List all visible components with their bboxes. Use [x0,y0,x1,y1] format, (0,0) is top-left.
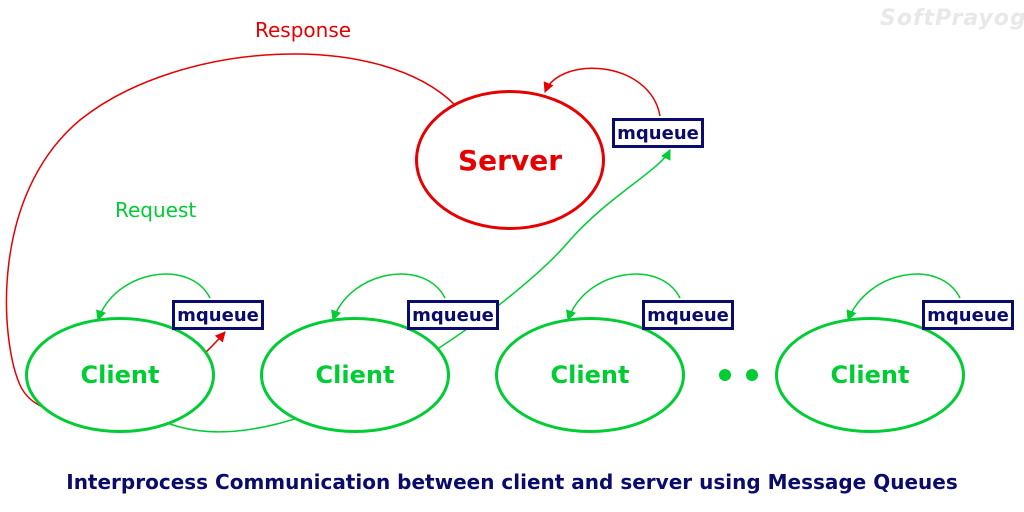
client3-mqueue: mqueue [642,300,734,330]
ellipsis-dot-2 [746,369,758,381]
request-label: Request [115,198,196,222]
server-mqueue: mqueue [612,118,704,148]
client1-mqueue: mqueue [172,300,264,330]
client4-mqueue-label: mqueue [927,305,1009,326]
client1-mqueue-label: mqueue [177,305,259,326]
client3-mqueue-label: mqueue [647,305,729,326]
client1-node: Client [25,317,215,433]
watermark: SoftPrayog [880,6,1024,31]
client3-label: Client [551,361,630,389]
client2-mqueue: mqueue [407,300,499,330]
server-node: Server [415,90,605,230]
ellipsis-dot-1 [719,369,731,381]
client3-node: Client [495,317,685,433]
client1-label: Client [81,361,160,389]
client2-label: Client [316,361,395,389]
client4-node: Client [775,317,965,433]
response-label: Response [255,18,351,42]
client2-node: Client [260,317,450,433]
client2-mqueue-label: mqueue [412,305,494,326]
diagram-caption: Interprocess Communication between clien… [0,470,1024,494]
server-mqueue-label: mqueue [617,123,699,144]
client4-label: Client [831,361,910,389]
edge-layer [0,0,1024,512]
client4-mqueue: mqueue [922,300,1014,330]
server-label: Server [458,144,562,177]
